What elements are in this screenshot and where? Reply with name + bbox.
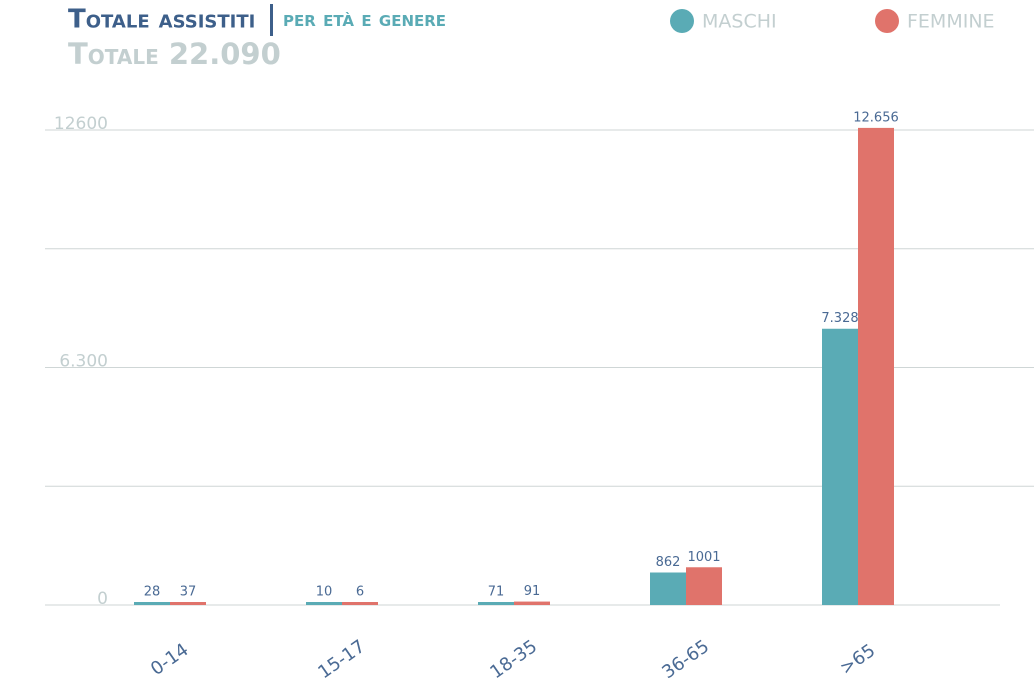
chart-title: Totale assistiti	[68, 5, 255, 35]
value-label: 28	[144, 585, 161, 600]
value-label: 37	[180, 585, 197, 600]
chart-subtitle: per età e genere	[283, 7, 446, 31]
bar	[822, 328, 858, 605]
y-tick-label: 6.300	[59, 352, 108, 372]
legend-swatch	[670, 9, 694, 33]
x-tick-label: 18-35	[486, 636, 541, 683]
value-label: 862	[656, 555, 681, 570]
value-label: 10	[316, 585, 333, 600]
bar	[306, 602, 342, 605]
title-separator	[270, 4, 273, 36]
x-tick-label: 36-65	[658, 636, 713, 683]
bar	[342, 602, 378, 605]
x-tick-label: >65	[836, 640, 879, 679]
legend-label: FEMMINE	[907, 11, 995, 33]
value-label: 91	[524, 584, 541, 599]
bar	[478, 602, 514, 605]
value-label: 7.328	[821, 311, 858, 326]
value-label: 12.656	[853, 110, 899, 125]
chart-total: Totale 22.090	[68, 37, 281, 71]
bar	[686, 567, 722, 605]
value-label: 6	[356, 585, 364, 600]
value-label: 1001	[687, 550, 720, 565]
x-tick-label: 0-14	[147, 639, 193, 680]
y-tick-label: 0	[97, 589, 108, 609]
y-tick-label: 12600	[54, 114, 108, 134]
bar	[858, 127, 894, 605]
legend-swatch	[875, 9, 899, 33]
bar	[134, 602, 170, 605]
bar	[650, 572, 686, 605]
bar	[170, 602, 206, 605]
legend-label: MASCHI	[702, 11, 777, 33]
x-tick-label: 15-17	[314, 636, 369, 683]
value-label: 71	[488, 585, 505, 600]
bar	[514, 601, 550, 605]
